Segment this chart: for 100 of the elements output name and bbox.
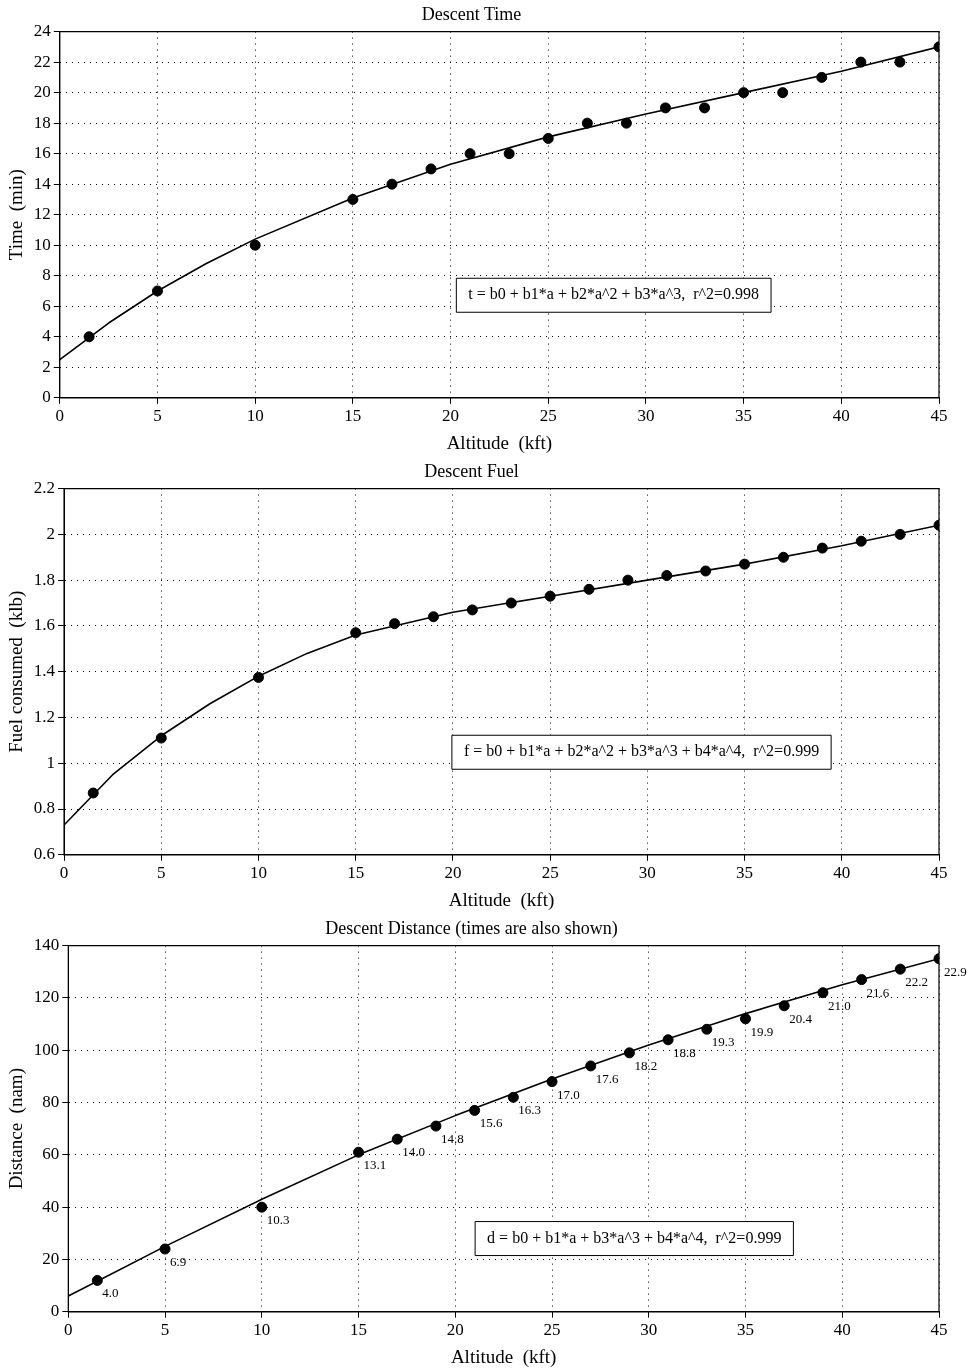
point <box>700 565 712 577</box>
annotation: 21.6 <box>866 984 890 1000</box>
x-tick-label: 45 <box>930 863 948 883</box>
point <box>507 1091 519 1103</box>
point <box>159 1243 171 1255</box>
point <box>544 590 556 602</box>
y-tick-label: 6 <box>42 295 51 315</box>
chart-title: Descent Fuel <box>424 460 519 481</box>
x-tick-label: 35 <box>736 863 754 883</box>
point <box>249 239 261 251</box>
y-tick-label: 1.4 <box>33 661 56 681</box>
point <box>353 1146 365 1158</box>
point <box>738 87 750 99</box>
point <box>816 542 828 554</box>
y-tick-label: 8 <box>42 265 51 285</box>
y-tick-label: 60 <box>42 1144 60 1164</box>
x-tick-label: 25 <box>541 863 559 883</box>
annotation: 15.6 <box>479 1115 503 1131</box>
point <box>466 604 478 616</box>
x-tick-label: 0 <box>64 1320 73 1340</box>
y-tick-label: 1.6 <box>33 615 56 635</box>
point <box>740 1013 752 1025</box>
x-tick-label: 40 <box>833 863 851 883</box>
x-tick-label: 45 <box>930 1320 948 1340</box>
point <box>347 193 359 205</box>
annotation: 16.3 <box>518 1102 542 1118</box>
annotation: 13.1 <box>363 1157 387 1173</box>
annotation: 17.0 <box>557 1086 580 1102</box>
x-tick-label: 15 <box>344 406 362 426</box>
point <box>155 732 167 744</box>
point <box>816 71 828 83</box>
y-tick-label: 0.8 <box>33 798 56 818</box>
annotation: 19.3 <box>711 1034 735 1050</box>
point <box>659 102 671 114</box>
annotation: 20.4 <box>789 1010 813 1026</box>
point <box>256 1201 268 1213</box>
point <box>662 1034 674 1046</box>
y-tick-label: 20 <box>33 82 51 102</box>
point <box>91 1274 103 1286</box>
y-tick-label: 2 <box>46 523 56 543</box>
y-tick-label: 14 <box>33 173 52 193</box>
x-tick-label: 30 <box>638 863 656 883</box>
y-tick-label: 2 <box>42 356 51 376</box>
point <box>622 574 634 586</box>
x-tick-label: 30 <box>637 406 655 426</box>
y-tick-label: 0 <box>50 1301 60 1321</box>
point <box>583 583 595 595</box>
x-tick-label: 30 <box>640 1320 658 1340</box>
annotation: 22.2 <box>905 974 929 990</box>
y-tick-label: 2.2 <box>33 478 56 498</box>
annotation: 17.6 <box>595 1070 619 1086</box>
point <box>464 148 476 160</box>
y-tick-label: 40 <box>42 1196 60 1216</box>
chart-title: Descent Distance (times are also shown) <box>325 917 618 939</box>
point <box>83 331 95 343</box>
point <box>777 87 789 99</box>
point <box>389 618 401 630</box>
x-tick-label: 25 <box>539 406 557 426</box>
point <box>505 597 517 609</box>
point <box>856 974 868 986</box>
point <box>469 1104 481 1116</box>
annotation: 10.3 <box>266 1212 290 1228</box>
x-tick-label: 15 <box>347 863 365 883</box>
point <box>427 611 439 623</box>
x-tick-label: 20 <box>442 406 460 426</box>
y-axis-title: Time (min) <box>5 169 28 261</box>
x-tick-label: 15 <box>350 1320 368 1340</box>
annotation: f = b0 + b1*a + b2*a^2 + b3*a^3 + b4*a^4, r^2=0.999 <box>463 742 820 760</box>
point <box>585 1060 597 1072</box>
y-tick-label: 16 <box>33 143 51 163</box>
y-tick-label: 1 <box>46 752 56 772</box>
x-tick-label: 10 <box>253 1320 271 1340</box>
annotation: 6.9 <box>170 1253 187 1269</box>
point <box>778 1000 790 1012</box>
x-tick-label: 25 <box>543 1320 561 1340</box>
point <box>546 1076 558 1088</box>
y-tick-label: 1.2 <box>33 706 56 726</box>
point <box>623 1047 635 1059</box>
point <box>350 627 362 639</box>
annotation: 21.0 <box>827 997 851 1013</box>
x-axis-title: Altitude (kft) <box>448 888 555 911</box>
y-tick-label: 0.6 <box>33 844 56 864</box>
point <box>739 558 751 570</box>
x-tick-label: 20 <box>446 1320 464 1340</box>
point <box>661 570 673 582</box>
point <box>87 787 99 799</box>
x-tick-label: 5 <box>153 406 162 426</box>
point <box>855 535 867 547</box>
x-tick-label: 5 <box>157 863 166 883</box>
point <box>425 163 437 175</box>
y-tick-label: 20 <box>42 1248 60 1268</box>
annotation: t = b0 + b1*a + b2*a^2 + b3*a^3, r^2=0.998 <box>468 285 760 303</box>
annotation: 22.9 <box>944 963 967 979</box>
annotation: 18.2 <box>634 1057 658 1073</box>
point <box>503 148 515 160</box>
point <box>894 528 906 540</box>
x-tick-label: 20 <box>444 863 462 883</box>
y-axis-title: Distance (nam) <box>5 1068 28 1190</box>
point <box>894 56 906 68</box>
annotation: d = b0 + b1*a + b3*a^3 + b4*a^4, r^2=0.999 <box>487 1228 782 1246</box>
